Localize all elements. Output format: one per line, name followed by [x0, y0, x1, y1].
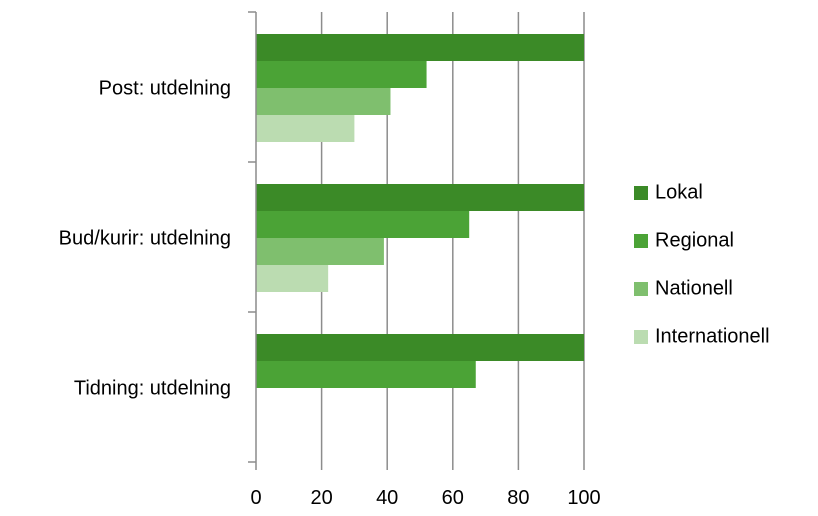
legend-label: Regional — [655, 229, 734, 251]
bar — [256, 361, 476, 388]
legend-swatch — [634, 282, 648, 296]
category-label: Post: utdelning — [99, 77, 231, 99]
bar — [256, 61, 427, 88]
bar — [256, 334, 584, 361]
category-label: Bud/kurir: utdelning — [59, 227, 231, 249]
bar — [256, 88, 391, 115]
x-tick-label: 60 — [442, 487, 464, 509]
legend-swatch — [634, 186, 648, 200]
bar — [256, 184, 584, 211]
legend-label: Internationell — [655, 325, 770, 347]
bar — [256, 211, 470, 238]
x-tick-labels: 0 20 40 60 80 100 — [250, 487, 600, 509]
x-tick-label: 80 — [507, 487, 529, 509]
bar — [256, 34, 584, 61]
bars — [256, 34, 584, 388]
x-tick-label: 100 — [567, 487, 600, 509]
category-labels: Post: utdelning Bud/kurir: utdelning Tidni… — [59, 77, 231, 399]
bar — [256, 238, 384, 265]
x-tick-label: 0 — [250, 487, 261, 509]
x-tick-label: 20 — [310, 487, 332, 509]
bar — [256, 115, 355, 142]
legend-swatch — [634, 234, 648, 248]
category-label: Tidning: utdelning — [74, 377, 231, 399]
x-tick-label: 40 — [376, 487, 398, 509]
category-axis — [248, 11, 257, 470]
legend-label: Nationell — [655, 277, 733, 299]
bar — [256, 265, 329, 292]
legend-swatch — [634, 330, 648, 344]
legend: Lokal Regional Nationell Internationell — [634, 181, 770, 347]
legend-label: Lokal — [655, 181, 703, 203]
